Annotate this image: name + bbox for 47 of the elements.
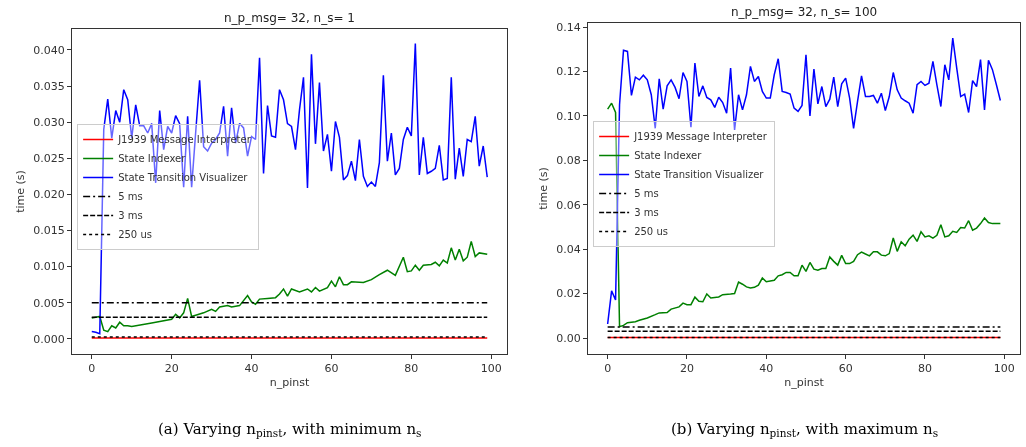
x-tick-label: 60 xyxy=(324,362,339,376)
y-tick-label: 0.030 xyxy=(33,116,65,130)
legend-label: 250 us xyxy=(634,226,668,238)
text: (b) Varying n$_{pinst}$, with maximum n$_{s}$ xyxy=(671,420,939,440)
y-tick-label: 0.020 xyxy=(33,188,65,202)
legend-label: 3 ms xyxy=(634,207,659,219)
y-tick-label: 0.000 xyxy=(33,332,65,346)
y-tick-label: 0.00 xyxy=(556,331,581,345)
legend-label: J1939 Message Interpreter xyxy=(633,131,768,143)
y-tick-label: 0.005 xyxy=(33,296,65,310)
y-tick-label: 0.10 xyxy=(556,109,581,123)
x-tick-label: 80 xyxy=(917,362,932,376)
text: (a) Varying n$_{pinst}$, with minimum n$_{s}$ xyxy=(158,420,422,440)
x-tick-label: 0 xyxy=(604,362,612,376)
legend-label: 5 ms xyxy=(634,188,659,200)
legend-label: State Indexer xyxy=(634,150,703,162)
x-tick-label: 40 xyxy=(244,362,259,376)
y-tick-label: 0.035 xyxy=(33,79,65,93)
legend-label: 250 us xyxy=(118,229,152,241)
y-tick-label: 0.12 xyxy=(556,65,581,79)
chart-title: n_p_msg= 32, n_s= 100 xyxy=(731,5,878,19)
legend-label: 3 ms xyxy=(118,210,143,222)
chart-title: n_p_msg= 32, n_s= 1 xyxy=(224,11,355,25)
x-tick-label: 100 xyxy=(993,362,1015,376)
legend-label: State Transition Visualizer xyxy=(634,169,765,181)
x-tick-label: 20 xyxy=(164,362,179,376)
y-axis-title: time (s) xyxy=(536,167,550,210)
line-series xyxy=(91,240,488,333)
y-axis-title: time (s) xyxy=(13,170,27,213)
x-axis-title: n_pinst xyxy=(269,376,310,390)
x-tick-label: 20 xyxy=(679,362,694,376)
x-tick-label: 80 xyxy=(404,362,419,376)
y-tick-label: 0.06 xyxy=(556,198,581,212)
y-tick-label: 0.040 xyxy=(33,43,65,57)
y-tick-label: 0.08 xyxy=(556,154,581,168)
y-tick-label: 0.14 xyxy=(556,20,581,34)
y-tick-label: 0.010 xyxy=(33,260,65,274)
y-tick-label: 0.04 xyxy=(556,243,581,256)
legend-label: 5 ms xyxy=(118,191,143,203)
x-tick-label: 60 xyxy=(838,362,853,376)
x-tick-label: 40 xyxy=(759,362,774,376)
y-tick-label: 0.025 xyxy=(33,152,65,166)
x-tick-label: 0 xyxy=(88,362,96,376)
x-axis-title: n_pinst xyxy=(784,376,825,390)
y-tick-label: 0.015 xyxy=(33,224,65,238)
y-tick-label: 0.02 xyxy=(556,287,581,301)
x-tick-label: 100 xyxy=(480,362,502,376)
